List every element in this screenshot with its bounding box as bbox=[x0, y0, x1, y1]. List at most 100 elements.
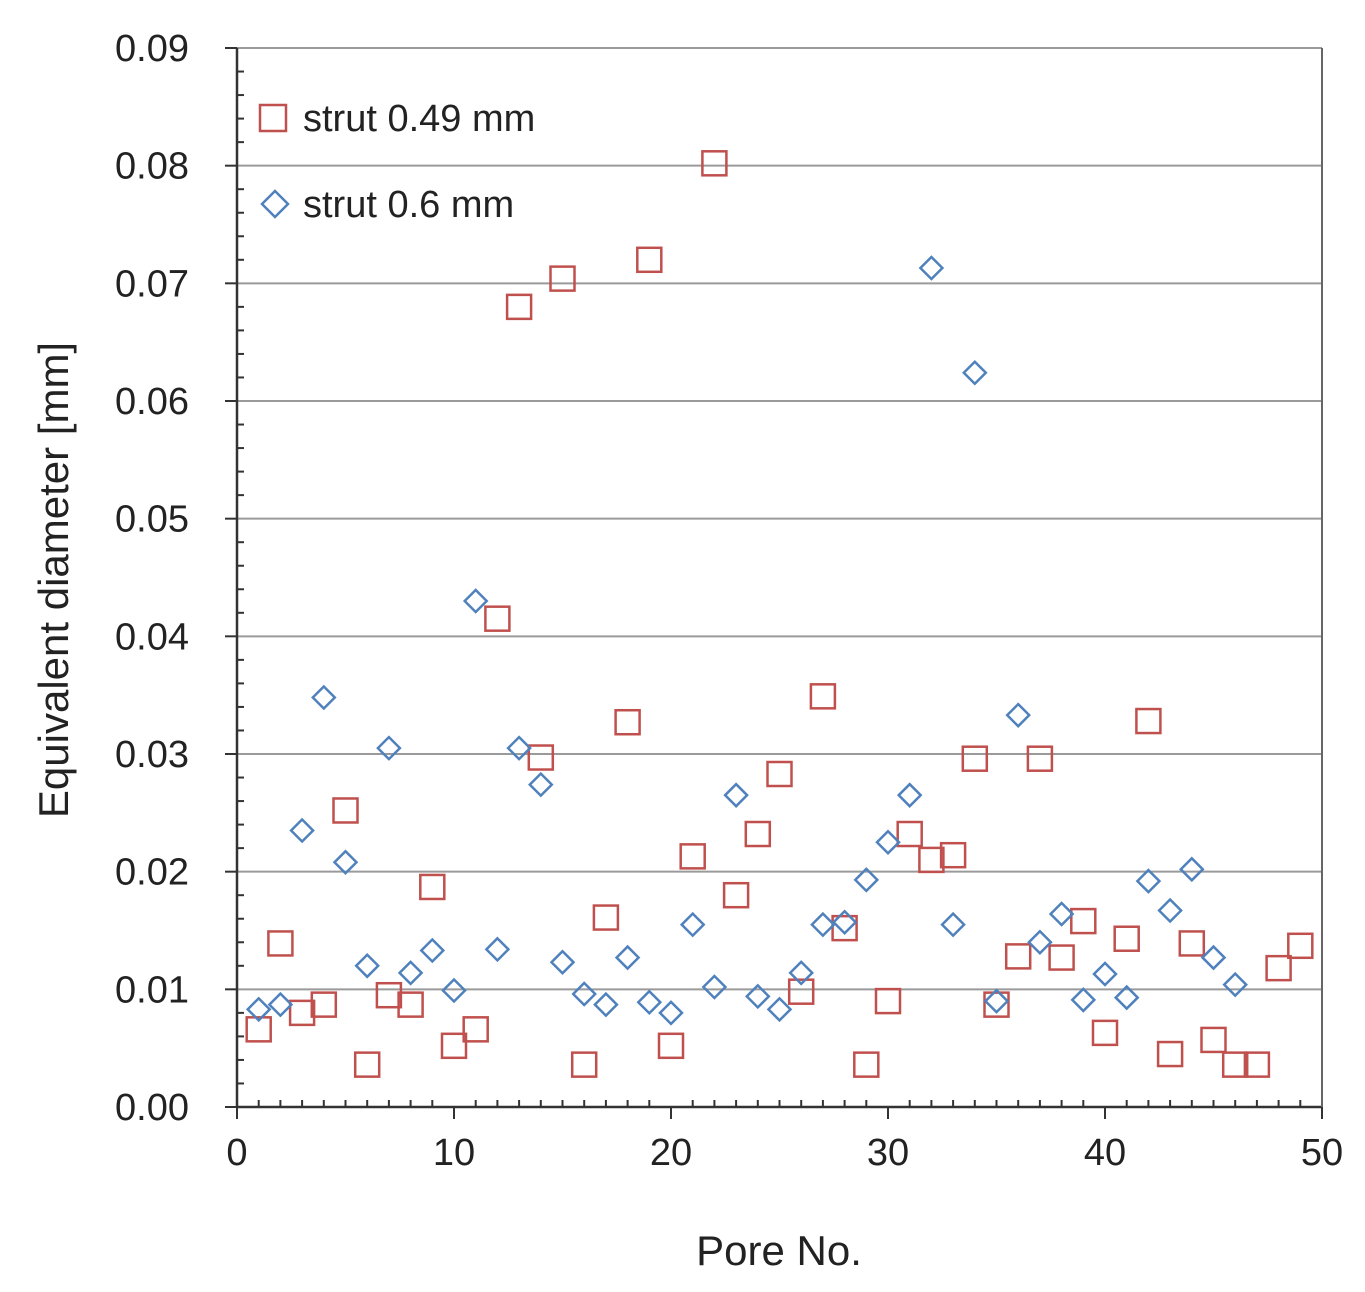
data-point-square bbox=[267, 930, 294, 957]
data-point-diamond bbox=[983, 988, 1010, 1014]
data-point-diamond bbox=[462, 588, 489, 614]
data-point-diamond bbox=[506, 735, 532, 761]
y-axis-title: Equivalent diameter [mm] bbox=[30, 342, 77, 818]
data-point-square bbox=[1200, 1026, 1227, 1054]
x-tick-label: 30 bbox=[867, 1132, 909, 1174]
data-point-diamond bbox=[332, 849, 359, 876]
data-point-square bbox=[1048, 944, 1075, 971]
data-point-diamond bbox=[1135, 868, 1162, 894]
data-point-square bbox=[1091, 1019, 1119, 1047]
data-point-square bbox=[853, 1051, 880, 1078]
data-point-diamond bbox=[289, 817, 315, 844]
data-point-square bbox=[332, 797, 359, 824]
data-point-diamond bbox=[593, 991, 619, 1018]
y-tick-label: 0.00 bbox=[115, 1087, 189, 1129]
data-point-square bbox=[657, 1032, 685, 1060]
data-point-diamond bbox=[549, 949, 576, 976]
y-tick-label: 0.04 bbox=[115, 616, 189, 658]
data-point-diamond bbox=[1070, 987, 1097, 1013]
legend-marker-strut-049 bbox=[258, 103, 288, 133]
data-point-square bbox=[484, 605, 511, 632]
data-point-diamond bbox=[679, 911, 706, 938]
data-point-square bbox=[918, 846, 945, 874]
x-tick-label: 50 bbox=[1301, 1132, 1343, 1174]
data-point-square bbox=[1026, 745, 1054, 772]
data-point-diamond bbox=[571, 981, 597, 1007]
data-point-diamond bbox=[1113, 984, 1140, 1011]
data-point-diamond bbox=[245, 996, 272, 1023]
data-point-diamond bbox=[766, 996, 793, 1023]
data-point-diamond bbox=[1092, 961, 1118, 987]
y-tick-label: 0.03 bbox=[115, 734, 189, 776]
data-point-square bbox=[701, 150, 728, 177]
data-point-diamond bbox=[788, 960, 814, 986]
data-point-diamond bbox=[484, 936, 511, 963]
data-point-square bbox=[1113, 925, 1140, 952]
data-markers bbox=[245, 150, 1314, 1078]
data-point-diamond bbox=[896, 782, 923, 808]
data-point-square bbox=[505, 293, 533, 321]
x-axis-title: Pore No. bbox=[696, 1227, 862, 1274]
data-point-square bbox=[1156, 1040, 1184, 1068]
data-point-square bbox=[722, 881, 750, 909]
data-point-square bbox=[1178, 930, 1206, 957]
data-point-square bbox=[245, 1016, 272, 1043]
data-point-diamond bbox=[962, 359, 988, 386]
ticks: 0.00 0.01 0.02 0.03 0.04 0.05 0.06 0.07 0.08 0.09… bbox=[115, 28, 1343, 1174]
data-point-square bbox=[874, 987, 902, 1015]
gridlines bbox=[237, 47, 1322, 991]
data-point-square bbox=[1004, 943, 1032, 970]
data-point-diamond bbox=[853, 867, 880, 893]
data-point-square bbox=[419, 873, 446, 901]
data-point-diamond bbox=[940, 911, 966, 938]
data-point-diamond bbox=[354, 953, 380, 979]
data-point-square bbox=[679, 843, 706, 870]
y-tick-label: 0.08 bbox=[115, 146, 189, 188]
data-point-square bbox=[1135, 707, 1162, 735]
data-point-diamond bbox=[397, 960, 424, 986]
data-point-square bbox=[1243, 1051, 1271, 1078]
data-point-square bbox=[375, 981, 403, 1009]
data-point-diamond bbox=[376, 735, 402, 761]
data-point-diamond bbox=[1048, 901, 1075, 927]
y-tick-label: 0.05 bbox=[115, 499, 189, 541]
data-point-square bbox=[1221, 1051, 1249, 1078]
data-point-diamond bbox=[1222, 971, 1248, 998]
y-tick-label: 0.06 bbox=[115, 381, 189, 423]
legend-label-strut-06: strut 0.6 mm bbox=[303, 184, 514, 226]
data-point-diamond bbox=[1179, 856, 1205, 883]
data-point-diamond bbox=[267, 991, 294, 1018]
data-point-square bbox=[440, 1032, 468, 1060]
data-point-diamond bbox=[311, 684, 337, 711]
data-point-square bbox=[570, 1051, 598, 1078]
data-point-diamond bbox=[614, 944, 641, 971]
data-point-diamond bbox=[918, 255, 945, 281]
data-point-square bbox=[831, 914, 858, 942]
y-tick-label: 0.09 bbox=[115, 28, 189, 70]
data-point-square bbox=[983, 991, 1010, 1018]
data-point-square bbox=[288, 999, 316, 1027]
data-point-diamond bbox=[701, 974, 728, 1000]
data-point-square bbox=[614, 708, 641, 736]
data-point-square bbox=[744, 820, 772, 848]
data-point-square bbox=[592, 904, 620, 931]
data-point-square bbox=[310, 991, 338, 1018]
data-point-square bbox=[1287, 932, 1314, 960]
y-tick-label: 0.07 bbox=[115, 263, 189, 305]
data-point-diamond bbox=[831, 909, 858, 936]
data-point-diamond bbox=[745, 983, 771, 1010]
data-point-square bbox=[636, 246, 663, 274]
data-point-square bbox=[787, 978, 815, 1005]
series-strut-06 bbox=[245, 255, 1248, 1026]
data-point-diamond bbox=[419, 937, 446, 964]
data-point-square bbox=[549, 265, 576, 292]
data-point-square bbox=[353, 1051, 381, 1078]
y-tick-label: 0.02 bbox=[115, 852, 189, 894]
x-tick-label: 10 bbox=[433, 1132, 475, 1174]
data-point-diamond bbox=[1157, 897, 1183, 924]
data-point-square bbox=[462, 1016, 489, 1043]
data-point-diamond bbox=[636, 989, 663, 1016]
data-point-diamond bbox=[441, 977, 467, 1004]
data-point-square bbox=[1070, 907, 1097, 935]
